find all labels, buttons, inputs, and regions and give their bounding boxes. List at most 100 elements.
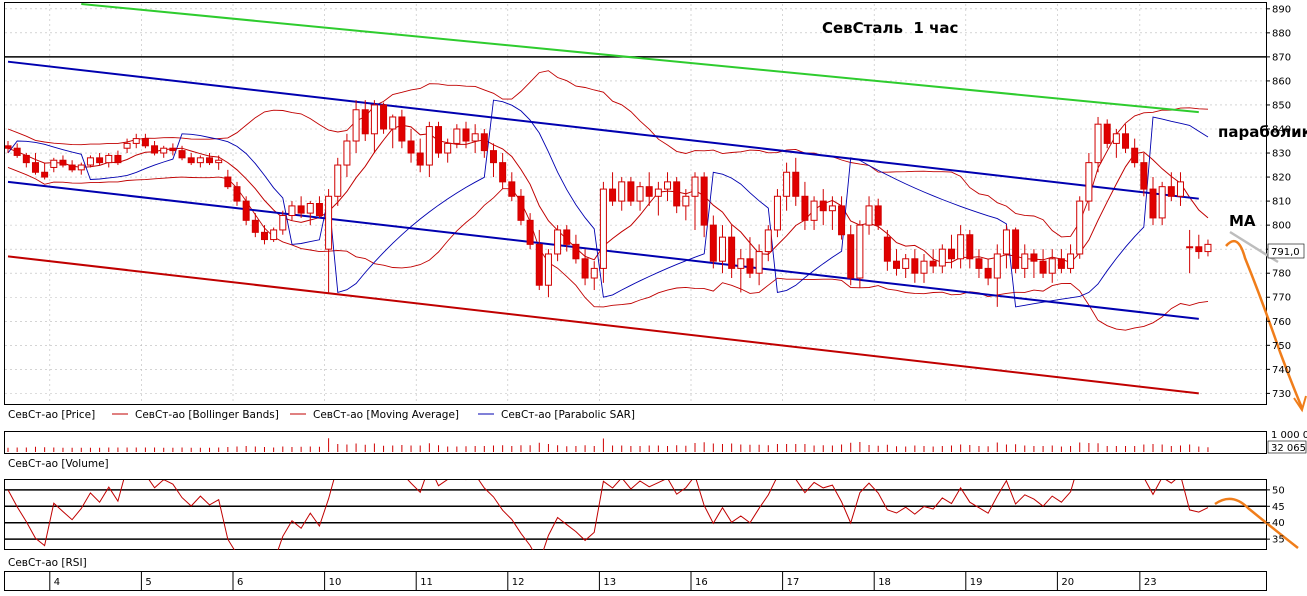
price-tick-label: 890 [1272,4,1291,15]
candlesticks [5,100,1212,307]
candle-body [325,195,333,250]
price-tick-label: 810 [1272,197,1291,208]
candle-body [893,260,901,269]
rsi-axis: 35 40 45 50 [1266,485,1285,546]
price-tick-label: 730 [1272,389,1291,400]
trend-lines [7,3,1199,395]
time-axis: 4 5 6 10 11 12 13 16 17 18 19 20 23 [49,572,1157,590]
chart-title: СевСталь 1 час [822,19,958,37]
candle-body [819,200,827,212]
time-tick-label: 11 [420,577,433,588]
candle-body [792,171,800,197]
rsi-tick-label: 40 [1272,518,1285,529]
time-tick-label: 6 [237,577,243,588]
time-tick-label: 20 [1061,577,1074,588]
candle-body [709,224,717,262]
candle-body [1094,123,1102,164]
candle-body [764,229,772,253]
candle-body [260,231,268,241]
candle-body [581,258,589,279]
candle-body [315,203,323,217]
candle-body [1186,246,1194,249]
candle-body [297,205,305,214]
price-tick-label: 870 [1272,52,1291,63]
price-tick-label: 820 [1272,173,1291,184]
candle-body [874,205,882,226]
candle-body [847,234,855,279]
candle-body [1140,162,1148,190]
candle-body [1204,243,1212,253]
candle-body [370,104,378,135]
candle-body [975,258,983,269]
candle-body [1048,258,1056,274]
candle-body [361,109,369,135]
candle-body [755,251,763,274]
candle-body [645,186,653,197]
candle-body [123,142,131,149]
time-tick-label: 17 [787,577,800,588]
volume-panel-frame [4,431,1267,454]
time-tick-label: 16 [695,577,708,588]
candle-body [1167,186,1175,197]
rsi-tick-label: 35 [1272,535,1285,546]
bollinger-upper [7,70,1209,238]
bollinger-bands [7,70,1209,331]
candle-body [31,162,39,173]
candle-body [993,253,1001,279]
candle-body [1085,162,1093,202]
time-tick-label: 12 [512,577,525,588]
price-tick-label: 750 [1272,341,1291,352]
moving-average-line [7,124,1209,264]
time-tick-label: 13 [603,577,616,588]
candle-body [169,147,177,152]
candle-body [224,176,232,188]
price-tick-label: 880 [1272,28,1291,39]
candle-body [1002,229,1010,255]
time-tick-label: 18 [878,577,891,588]
legend-volume: СевСт-ао [Volume] [8,458,109,470]
candle-body [471,133,479,142]
candle-body [68,164,76,171]
candle-body [590,267,598,279]
candle-body [938,248,946,267]
volume-tick-bottom: 32 065 [1271,443,1306,454]
candle-body [462,128,470,142]
candle-body [947,248,955,260]
candle-body [343,140,351,166]
candle-body [59,159,67,166]
candle-body [187,157,195,164]
candle-body [544,253,552,286]
candle-body [160,147,168,154]
candle-body [288,205,296,217]
candle-body [1012,229,1020,269]
candle-body [801,195,809,221]
candle-body [206,157,214,164]
candle-body [444,142,452,154]
candle-body [929,260,937,267]
annotation-ma: MA [1229,212,1256,230]
legend-rsi: СевСт-ао [RSI] [8,557,87,569]
candle-body [380,104,388,130]
last-price-tag [1267,243,1305,259]
candle-body [398,116,406,142]
candle-body [251,219,259,233]
forecast-arrow-rsi [1214,497,1299,549]
annotation-parabolic: параболик [1218,123,1307,141]
candle-body [1122,133,1130,149]
time-tick-label: 23 [1144,577,1157,588]
volume-last-tag [1267,440,1307,454]
candle-body [86,157,94,166]
candle-body [270,229,278,241]
candle-body [489,150,497,164]
candle-body [499,162,507,183]
candle-body [352,109,360,142]
candle-body [77,164,85,171]
candle-body [1195,246,1203,253]
candle-body [1149,188,1157,219]
candle-body [810,200,818,221]
rsi-panel-frame [4,479,1267,550]
candle-body [700,176,708,226]
rsi-grid [5,489,1266,540]
candle-body [535,243,543,286]
